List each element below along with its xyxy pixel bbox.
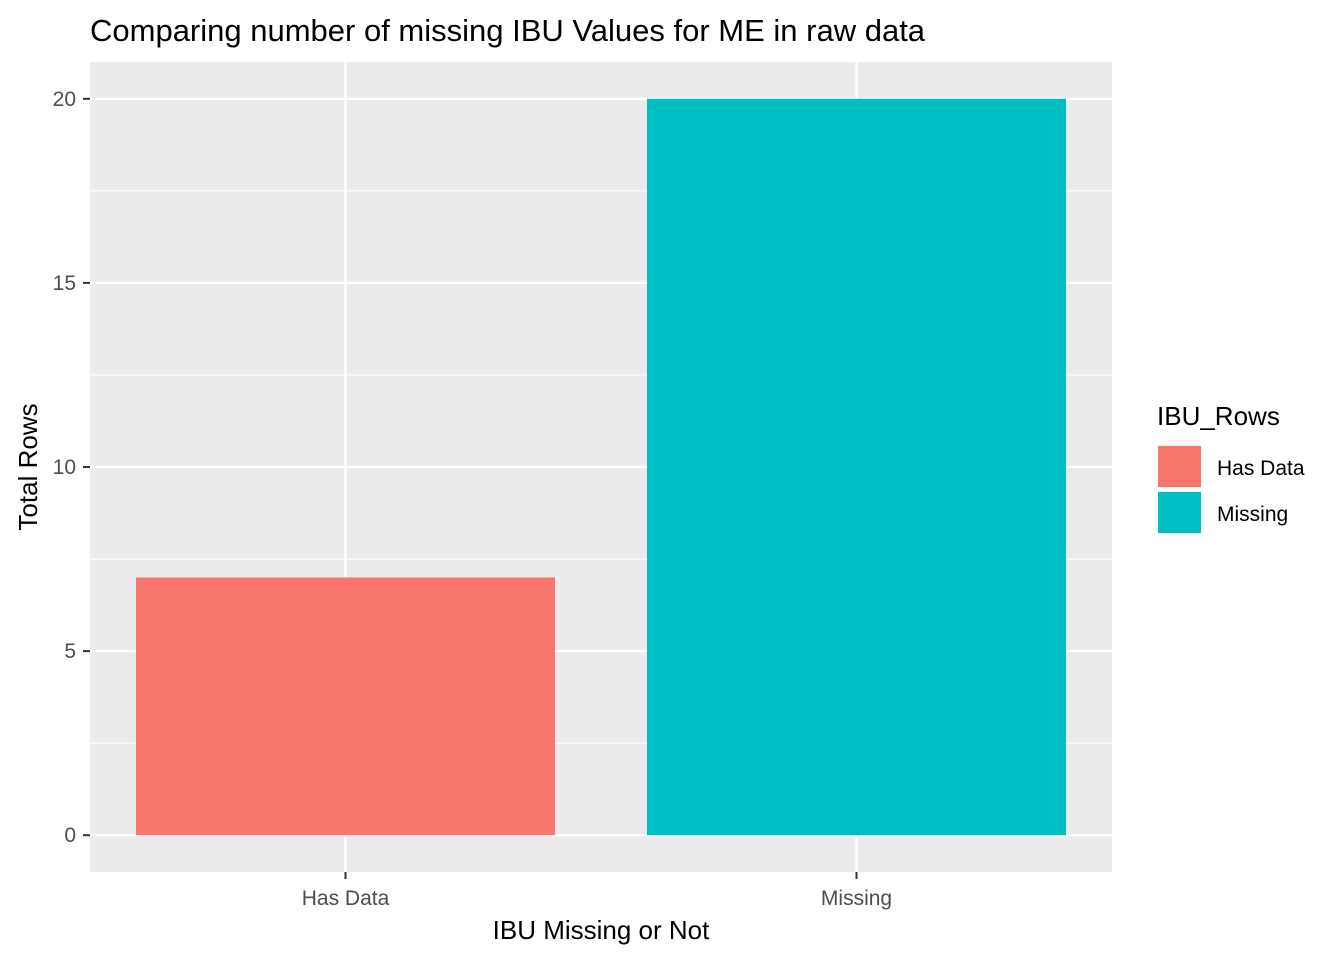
bar <box>135 577 556 836</box>
bars <box>135 98 1067 836</box>
y-tick-label: 5 <box>64 640 76 663</box>
y-axis-title: Total Rows <box>13 403 43 530</box>
chart-title: Comparing number of missing IBU Values f… <box>90 13 926 48</box>
x-axis: Has Data Missing <box>302 872 892 910</box>
x-tick-label: Has Data <box>302 887 390 910</box>
legend-label: Missing <box>1217 503 1288 526</box>
x-tick-label: Missing <box>821 887 892 910</box>
y-axis: 0 5 10 15 20 <box>53 88 90 847</box>
legend-title: IBU_Rows <box>1157 401 1280 431</box>
legend-label: Has Data <box>1217 457 1305 480</box>
legend-key <box>1158 446 1201 487</box>
bar <box>646 98 1067 836</box>
legend: IBU_Rows Has Data Missing <box>1157 401 1305 534</box>
y-tick-label: 10 <box>53 456 76 479</box>
x-axis-title: IBU Missing or Not <box>493 915 710 945</box>
y-tick-label: 0 <box>64 824 76 847</box>
legend-items: Has Data Missing <box>1158 445 1305 534</box>
y-tick-label: 20 <box>53 88 76 111</box>
y-tick-label: 15 <box>53 272 76 295</box>
legend-key <box>1158 492 1201 533</box>
